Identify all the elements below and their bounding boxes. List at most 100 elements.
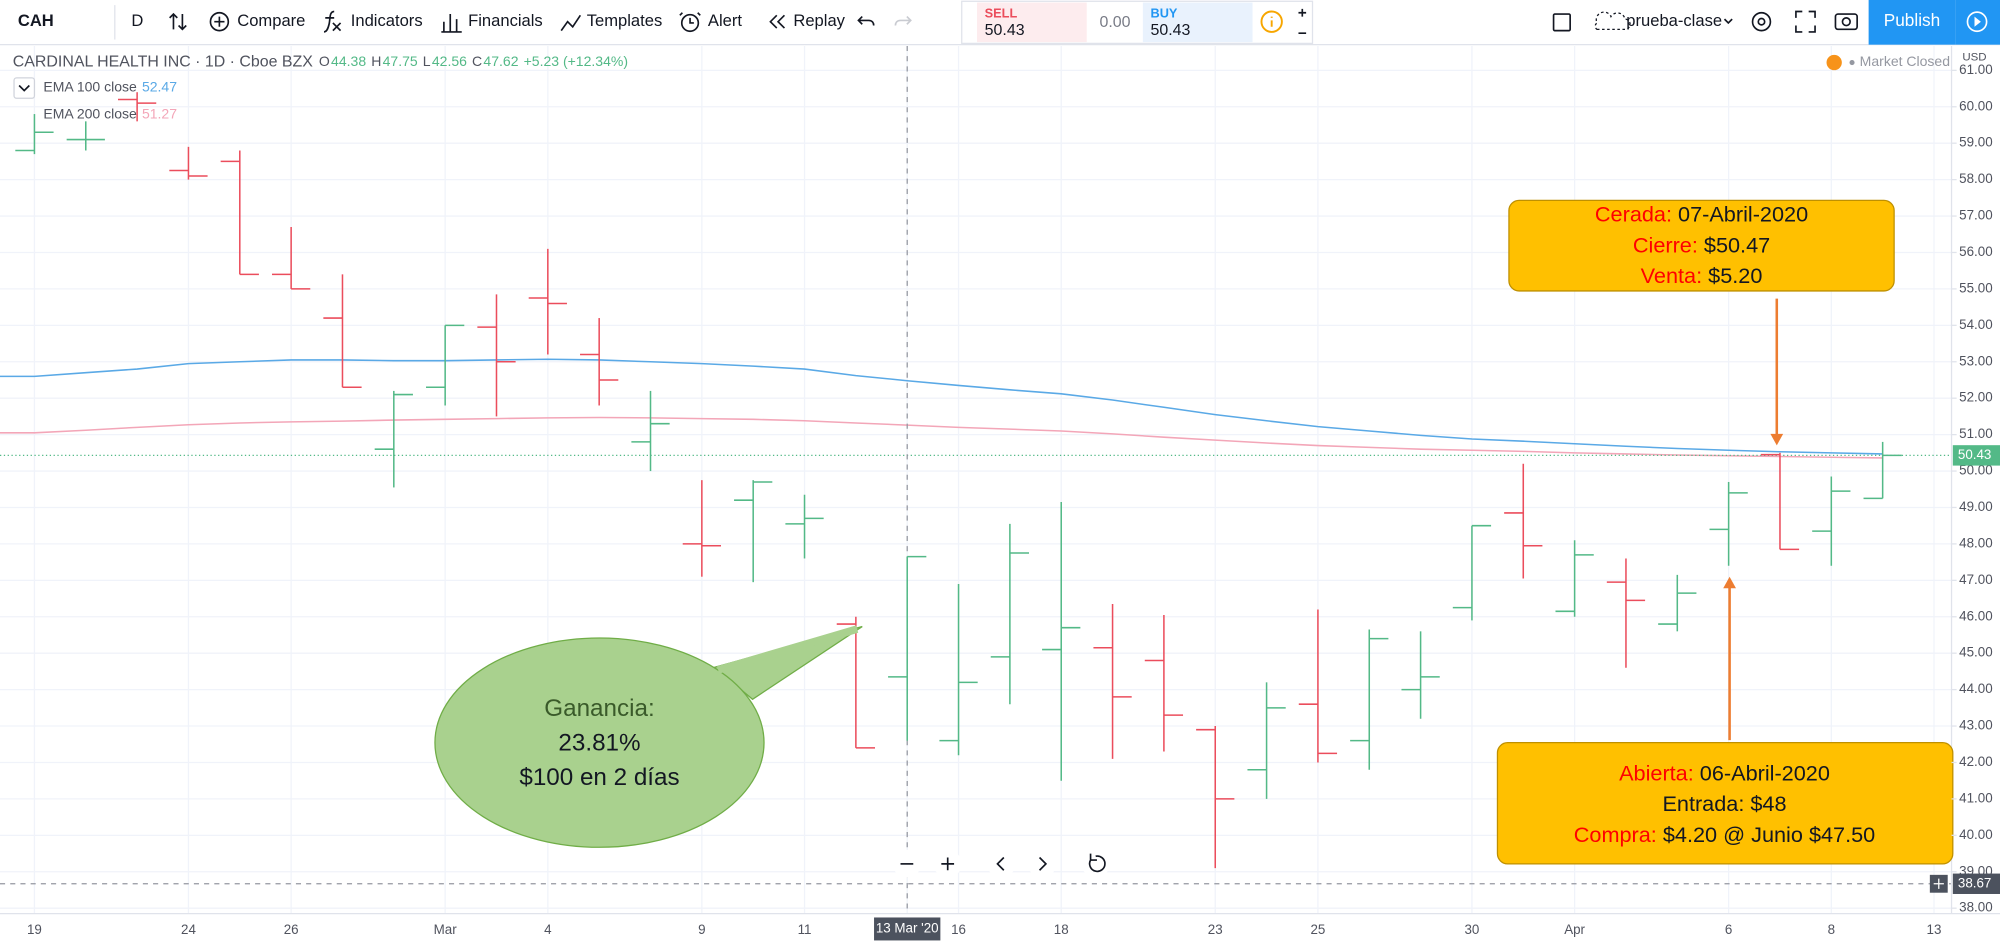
annotation-line: Cerada: 07-Abril-2020 xyxy=(1595,201,1808,226)
x-tick-label: 9 xyxy=(698,922,705,937)
compare-button[interactable]: Compare xyxy=(237,11,305,30)
annotation-key: Venta: xyxy=(1641,263,1702,288)
y-tick-label: 41.00 xyxy=(1959,790,1992,805)
ohlc-key: O xyxy=(319,53,330,69)
x-tick-label: 26 xyxy=(284,922,299,937)
x-tick-label: 4 xyxy=(544,922,552,937)
replay-icon[interactable] xyxy=(769,14,786,29)
layout-name[interactable]: prueba-clase xyxy=(1626,11,1722,30)
snapshot-icon[interactable] xyxy=(1834,13,1858,31)
annotation-value: $4.20 @ Junio $47.50 xyxy=(1663,822,1875,847)
spread: 0.00 xyxy=(1099,14,1130,31)
info-icon[interactable] xyxy=(1260,10,1283,33)
undo-icon[interactable] xyxy=(857,16,875,26)
entry-box xyxy=(1496,742,1954,865)
indicator-value: 52.47 xyxy=(142,79,177,95)
indicators-icon[interactable] xyxy=(323,10,342,33)
x-tick-label: Apr xyxy=(1564,922,1585,937)
compare-icon[interactable] xyxy=(209,11,230,32)
y-tick-label: 38.00 xyxy=(1959,900,1992,915)
buy-button[interactable] xyxy=(1142,2,1253,43)
bubble-line: 23.81% xyxy=(558,729,640,756)
settings-icon[interactable] xyxy=(1751,11,1772,32)
bars-icon[interactable] xyxy=(169,12,187,31)
x-tick-label: Mar xyxy=(434,922,458,937)
buy-label: BUY xyxy=(1151,5,1178,20)
ema-line xyxy=(0,416,1883,459)
dropdown-icon[interactable] xyxy=(1723,18,1733,25)
ema-line xyxy=(0,358,1883,455)
alert-icon[interactable] xyxy=(680,13,700,33)
cloud-icon[interactable] xyxy=(1594,11,1631,30)
x-tick-label: 6 xyxy=(1725,922,1732,937)
financials-button[interactable]: Financials xyxy=(468,11,543,30)
quantity-stepper[interactable] xyxy=(1298,8,1307,35)
plot xyxy=(0,45,1952,914)
alert-icon xyxy=(679,12,701,24)
scroll-left-button[interactable] xyxy=(987,849,1016,878)
reset-icon xyxy=(1088,853,1106,873)
buy-price: 50.43 xyxy=(1151,22,1191,39)
alert-button[interactable]: Alert xyxy=(708,11,742,30)
x-tick-label: 16 xyxy=(951,922,966,937)
status-dot xyxy=(1849,59,1855,66)
annotation-value: 07-Abril-2020 xyxy=(1678,201,1808,226)
crosshair-time-bg xyxy=(874,917,941,941)
symbol[interactable]: CAH xyxy=(18,11,54,30)
crosshair-time-label: 13 Mar '20 xyxy=(876,920,939,935)
templates-button[interactable]: Templates xyxy=(587,11,663,30)
ohlc-value: 44.38 xyxy=(331,53,366,69)
collapse-button[interactable] xyxy=(13,77,36,99)
last-price-bg xyxy=(1952,445,2000,466)
play-icon xyxy=(1974,16,1981,27)
annotation-line: Venta: $5.20 xyxy=(1641,263,1763,288)
templates-icon[interactable] xyxy=(560,14,582,32)
ohlc-key: C xyxy=(472,53,482,69)
y-tick-label: 54.00 xyxy=(1959,317,1992,332)
snapshot-icon xyxy=(1841,17,1851,27)
reset-button[interactable] xyxy=(1081,849,1110,878)
annotation-value: 06-Abril-2020 xyxy=(1700,760,1830,785)
annotation-line: Abierta: 06-Abril-2020 xyxy=(1619,760,1830,785)
redo-icon[interactable] xyxy=(894,16,912,26)
y-tick-label: 48.00 xyxy=(1959,535,1992,550)
indicator-name: EMA 100 close xyxy=(43,79,137,95)
y-tick-label: 42.00 xyxy=(1959,754,1992,769)
replay-button[interactable]: Replay xyxy=(793,11,845,30)
profit-bubble xyxy=(434,637,765,848)
x-tick-label: 30 xyxy=(1464,922,1479,937)
y-tick-label: 49.00 xyxy=(1959,499,1992,514)
y-tick-label: 53.00 xyxy=(1959,353,1992,368)
x-tick-label: 24 xyxy=(181,922,196,937)
financials-icon[interactable] xyxy=(441,14,462,33)
x-tick-label: 23 xyxy=(1208,922,1223,937)
x-tick-label: 19 xyxy=(27,922,42,937)
sell-button[interactable] xyxy=(977,2,1087,43)
entry-arrowhead xyxy=(1723,576,1736,589)
scroll-right-button[interactable] xyxy=(1028,849,1057,878)
y-tick-label: 56.00 xyxy=(1959,244,1992,259)
market-status: Market Closed xyxy=(1860,53,1950,69)
annotation-line: Compra: $4.20 @ Junio $47.50 xyxy=(1574,822,1875,847)
y-tick-label: 44.00 xyxy=(1959,681,1992,696)
ohlc-value: 42.56 xyxy=(432,53,467,69)
change-value: +5.23 (+12.34%) xyxy=(524,53,628,69)
play-icon xyxy=(1966,11,1988,33)
annotation-value: $50.47 xyxy=(1704,232,1770,257)
y-tick-label: 51.00 xyxy=(1959,426,1992,441)
sell-price: 50.43 xyxy=(985,22,1025,39)
y-tick-label: 55.00 xyxy=(1959,280,1992,295)
crosshair-price-label: 38.67 xyxy=(1958,875,1991,890)
fullscreen-icon[interactable] xyxy=(1795,10,1816,33)
settings-icon xyxy=(1757,17,1766,26)
interval[interactable]: D xyxy=(131,11,143,30)
bubble-line: Ganancia: xyxy=(544,695,654,722)
x-tick-label: 11 xyxy=(798,922,812,937)
y-tick-label: 45.00 xyxy=(1959,645,1992,660)
publish-button[interactable] xyxy=(1868,0,1956,45)
toggle-icon[interactable] xyxy=(1552,13,1571,32)
indicators-button[interactable]: Indicators xyxy=(351,11,423,30)
annotation-key: Compra: xyxy=(1574,822,1657,847)
